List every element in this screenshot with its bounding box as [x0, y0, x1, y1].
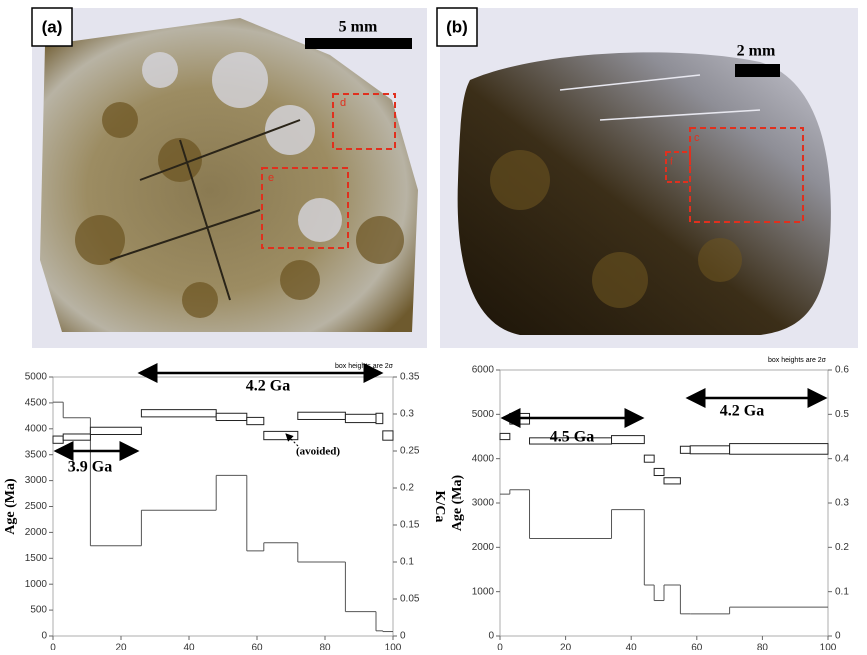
y-axis-label: Age (Ma)	[450, 474, 465, 531]
age-box	[53, 436, 63, 443]
x-tick-label: 60	[251, 643, 263, 650]
note: box heights are 2σ	[335, 363, 394, 370]
y2-axis-label: K/Ca	[432, 491, 447, 523]
y-tick-label: 500	[30, 605, 47, 616]
panel-label: (b)	[446, 17, 468, 36]
x-tick-label: 20	[560, 643, 572, 650]
page: (a) 5 mm d e (b) 2 mm c f 05001000150020…	[0, 0, 867, 655]
scale-bar	[735, 64, 780, 77]
note: box heights are 2σ	[768, 357, 827, 364]
y-tick-label: 3000	[25, 475, 48, 486]
y-tick-label: 1000	[472, 586, 495, 597]
y-tick-label: 2500	[25, 501, 48, 512]
scale-bar	[305, 38, 412, 49]
annotation: (avoided)	[296, 446, 340, 458]
y-tick-label: 2000	[472, 542, 495, 553]
x-tick-label: 80	[319, 643, 331, 650]
y2-tick-label: 0.1	[835, 586, 849, 597]
y2-tick-label: 0.6	[835, 365, 849, 376]
age-box	[680, 446, 690, 453]
age-box	[90, 427, 141, 434]
y2-tick-label: 0.1	[400, 557, 414, 568]
age-box	[216, 413, 247, 420]
y-tick-label: 0	[488, 631, 494, 642]
age-box	[612, 436, 645, 444]
age-box	[383, 431, 393, 440]
y-tick-label: 2000	[25, 527, 48, 538]
y2-tick-label: 0.3	[835, 498, 849, 509]
age-box	[141, 410, 216, 417]
x-tick-label: 0	[50, 643, 56, 650]
y-tick-label: 4500	[25, 398, 48, 409]
age-box	[376, 413, 383, 423]
y2-tick-label: 0.35	[400, 372, 420, 383]
x-tick-label: 80	[757, 643, 769, 650]
x-tick-label: 40	[183, 643, 195, 650]
x-tick-label: 100	[385, 643, 402, 650]
zoom-box-label: f	[670, 157, 673, 168]
x-tick-label: 20	[115, 643, 127, 650]
zoom-box-label: d	[340, 97, 346, 109]
zoom-box-label: c	[694, 132, 700, 144]
zoom-box-label: e	[268, 172, 274, 184]
x-tick-label: 0	[497, 643, 503, 650]
age-box	[63, 434, 90, 440]
annotation: 4.5 Ga	[550, 429, 594, 446]
y-tick-label: 3000	[472, 498, 495, 509]
y-tick-label: 6000	[472, 365, 495, 376]
y2-tick-label: 0.15	[400, 520, 420, 531]
age-box	[664, 478, 680, 484]
y2-tick-label: 0.3	[400, 409, 414, 420]
y-tick-label: 5000	[472, 409, 495, 420]
age-box	[298, 412, 346, 419]
x-tick-label: 40	[626, 643, 638, 650]
y-tick-label: 5000	[25, 372, 48, 383]
y-tick-label: 0	[41, 631, 47, 642]
y2-tick-label: 0.05	[400, 594, 420, 605]
y2-tick-label: 0.2	[400, 483, 414, 494]
y2-tick-label: 0.5	[835, 409, 849, 420]
y-tick-label: 4000	[472, 453, 495, 464]
age-box	[247, 417, 264, 424]
y2-tick-label: 0	[400, 631, 406, 642]
x-tick-label: 100	[820, 643, 837, 650]
y2-tick-label: 0.4	[835, 453, 849, 464]
scale-label: 5 mm	[339, 19, 378, 36]
age-box	[264, 431, 298, 439]
figure: (a) 5 mm d e (b) 2 mm c f 05001000150020…	[0, 0, 867, 650]
y-axis-label: Age (Ma)	[3, 478, 18, 535]
y-tick-label: 3500	[25, 449, 48, 460]
annotation: 4.2 Ga	[246, 378, 290, 395]
y2-tick-label: 0.2	[835, 542, 849, 553]
panel-label: (a)	[42, 17, 63, 36]
scale-label: 2 mm	[737, 43, 776, 60]
y-tick-label: 1500	[25, 553, 48, 564]
annotation: 4.2 Ga	[720, 403, 764, 420]
age-box	[644, 455, 654, 462]
age-box	[654, 468, 664, 475]
age-box	[500, 433, 510, 439]
y-tick-label: 1000	[25, 579, 48, 590]
y2-tick-label: 0.25	[400, 446, 420, 457]
age-box	[690, 446, 729, 454]
x-tick-label: 60	[691, 643, 703, 650]
annotation: 3.9 Ga	[68, 459, 112, 476]
y2-tick-label: 0	[835, 631, 841, 642]
age-box	[345, 414, 376, 422]
y-tick-label: 4000	[25, 423, 48, 434]
age-box	[730, 444, 828, 455]
